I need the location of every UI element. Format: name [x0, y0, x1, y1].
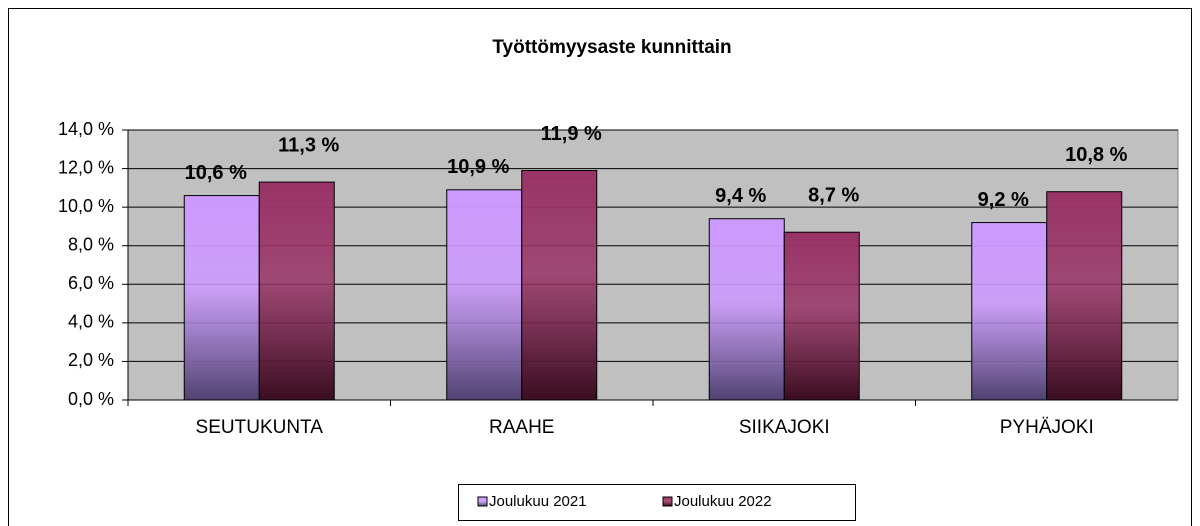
data-label: 8,7 % [808, 184, 859, 206]
y-tick-label: 4,0 % [68, 312, 114, 332]
legend-label: Joulukuu 2021 [489, 493, 587, 510]
bar [521, 170, 598, 401]
y-tick-label: 14,0 % [58, 119, 114, 139]
data-label: 10,9 % [447, 156, 509, 178]
y-tick-label: 12,0 % [58, 157, 114, 177]
bar [971, 222, 1048, 401]
data-label: 10,8 % [1065, 144, 1127, 166]
y-tick-label: 0,0 % [68, 389, 114, 409]
bar [183, 195, 260, 401]
x-tick-label: SEUTUKUNTA [196, 417, 324, 438]
bar [258, 181, 335, 401]
bar [1046, 191, 1123, 401]
y-tick-label: 8,0 % [68, 234, 114, 254]
data-label: 9,4 % [715, 185, 766, 207]
legend-swatch [477, 496, 488, 507]
bar [708, 218, 785, 401]
y-tick-label: 2,0 % [68, 350, 114, 370]
bar [446, 189, 523, 401]
chart-title: Työttömyysaste kunnittain [492, 37, 731, 58]
legend-swatch [662, 496, 673, 507]
y-tick-label: 10,0 % [58, 196, 114, 216]
bar [783, 231, 860, 401]
data-label: 9,2 % [978, 189, 1029, 211]
legend-label: Joulukuu 2022 [674, 493, 772, 510]
x-tick-label: RAAHE [489, 417, 554, 438]
data-label: 10,6 % [185, 162, 247, 184]
y-tick-label: 6,0 % [68, 273, 114, 293]
x-tick-label: PYHÄJOKI [1000, 417, 1094, 438]
data-label: 11,9 % [541, 123, 602, 145]
legend-box [458, 484, 856, 521]
data-label: 11,3 % [278, 134, 339, 156]
x-tick-label: SIIKAJOKI [739, 417, 830, 438]
